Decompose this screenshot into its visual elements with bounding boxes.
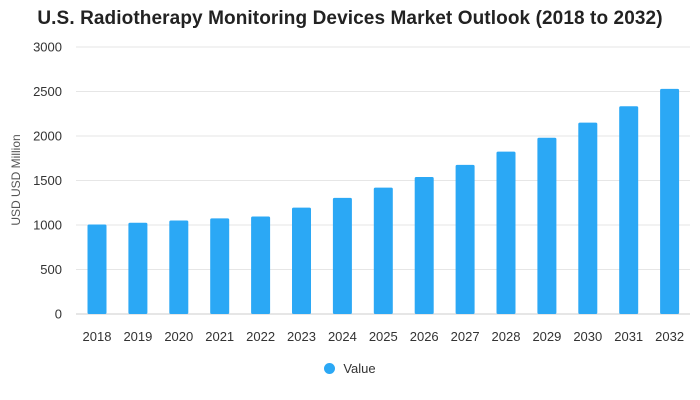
bar (128, 222, 148, 314)
x-tick-label: 2028 (492, 329, 521, 344)
legend-label: Value (343, 361, 376, 376)
x-axis-ticks: 2018 2019 2020 2021 2022 2023 2024 2025 2026 2027… (83, 329, 685, 344)
bar (619, 106, 639, 314)
bar (455, 164, 475, 314)
x-tick-label: 2020 (164, 329, 193, 344)
x-tick-label: 2029 (532, 329, 561, 344)
bars (87, 88, 680, 315)
bar (332, 197, 352, 314)
legend: Value (0, 361, 700, 376)
y-tick-label: 1500 (33, 173, 62, 188)
x-tick-label: 2031 (614, 329, 643, 344)
x-tick-label: 2019 (123, 329, 152, 344)
x-tick-label: 2027 (451, 329, 480, 344)
x-tick-label: 2023 (287, 329, 316, 344)
x-tick-label: 2018 (83, 329, 112, 344)
x-tick-label: 2026 (410, 329, 439, 344)
bar (210, 218, 230, 314)
bar (414, 176, 434, 314)
y-tick-label: 3000 (33, 40, 62, 55)
x-tick-label: 2032 (655, 329, 684, 344)
bar (251, 216, 271, 314)
bar (169, 220, 189, 314)
chart-title: U.S. Radiotherapy Monitoring Devices Mar… (37, 8, 663, 29)
y-tick-label: 500 (40, 262, 62, 277)
bar (496, 151, 516, 314)
y-axis-title: USD USD Million (9, 134, 23, 225)
y-tick-label: 2500 (33, 84, 62, 99)
bar (87, 224, 107, 314)
bar (660, 88, 680, 314)
x-tick-label: 2030 (573, 329, 602, 344)
x-tick-label: 2021 (205, 329, 234, 344)
x-tick-label: 2022 (246, 329, 275, 344)
x-tick-label: 2024 (328, 329, 357, 344)
bar (373, 187, 393, 314)
y-axis-ticks: 0 500 1000 1500 2000 2500 3000 (33, 40, 62, 322)
y-tick-label: 2000 (33, 129, 62, 144)
x-tick-label: 2025 (369, 329, 398, 344)
legend-swatch (324, 363, 336, 374)
bar (537, 137, 557, 314)
bar (292, 207, 311, 314)
bar (578, 122, 598, 315)
y-tick-label: 0 (55, 307, 62, 322)
y-tick-label: 1000 (33, 218, 62, 233)
